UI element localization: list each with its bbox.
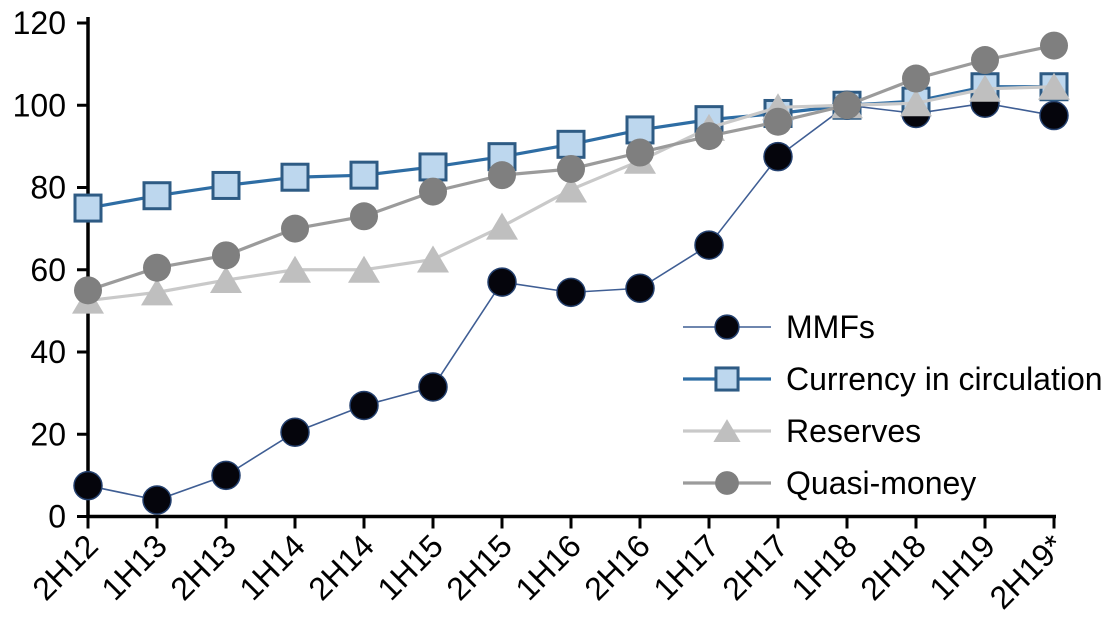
data-point-marker-circle <box>419 177 447 206</box>
data-point-marker-circle <box>625 273 655 304</box>
y-tick-label: 80 <box>30 170 66 206</box>
data-point-marker-circle <box>142 485 172 515</box>
series-markers <box>74 31 1068 305</box>
data-point-marker-circle <box>211 460 241 491</box>
data-point-marker-circle <box>73 470 103 501</box>
x-tick-label: 1H15 <box>370 527 450 607</box>
data-point-marker-square <box>142 181 172 211</box>
x-tick-label: 1H18 <box>784 527 864 607</box>
legend-label: Quasi-money <box>786 465 976 501</box>
x-tick-label: 2H12 <box>25 527 105 607</box>
legend-item: Quasi-money <box>683 465 976 501</box>
data-point-marker-circle <box>763 141 793 172</box>
x-tick-label: 2H14 <box>301 527 381 607</box>
data-point-marker-square <box>714 366 740 392</box>
x-tick-label: 1H16 <box>508 527 588 607</box>
data-point-marker-circle <box>488 161 516 190</box>
data-point-marker-circle <box>487 267 517 297</box>
data-point-marker-circle <box>212 241 240 270</box>
data-point-marker-circle <box>350 202 378 231</box>
data-point-marker-circle <box>833 91 861 120</box>
x-tick-label: 2H18 <box>853 527 933 607</box>
data-point-marker-circle <box>902 64 930 93</box>
y-axis-ticks <box>77 21 88 518</box>
legend-label: MMFs <box>786 309 875 345</box>
x-tick-label: 2H13 <box>163 527 243 607</box>
data-point-marker-circle <box>1039 100 1069 131</box>
x-tick-label: 2H17 <box>715 527 795 607</box>
y-tick-label: 20 <box>30 416 66 452</box>
legend-item: MMFs <box>683 309 875 345</box>
data-point-marker-triangle <box>210 266 242 294</box>
legend-label: Reserves <box>786 413 921 449</box>
data-point-marker-circle <box>714 314 740 340</box>
data-point-marker-square <box>418 152 448 182</box>
legend-item: Reserves <box>683 413 921 449</box>
data-point-marker-circle <box>557 154 585 183</box>
legend: MMFs Currency in circulation Reserves Quasi… <box>683 309 1103 501</box>
y-axis-labels: 0 20 40 60 80 100 120 <box>13 5 66 535</box>
data-point-marker-triangle <box>348 255 380 283</box>
data-point-marker-circle <box>556 277 586 308</box>
y-tick-label: 100 <box>13 87 66 123</box>
data-point-marker-circle <box>143 253 171 282</box>
data-point-marker-triangle <box>486 212 518 240</box>
x-tick-label: 1H14 <box>232 527 312 607</box>
data-point-marker-circle <box>626 138 654 167</box>
data-point-marker-circle <box>764 107 792 136</box>
data-point-marker-square <box>280 162 310 192</box>
data-point-marker-triangle <box>900 89 932 117</box>
y-tick-label: 0 <box>48 499 66 535</box>
y-tick-label: 40 <box>30 334 66 370</box>
data-point-marker-circle <box>695 122 723 151</box>
data-point-marker-circle <box>971 46 999 75</box>
legend-label: Currency in circulation <box>786 361 1103 397</box>
data-point-marker-circle <box>418 372 448 402</box>
y-tick-label: 60 <box>30 252 66 288</box>
x-axis-labels: 2H121H132H131H142H141H152H151H162H161H17… <box>25 527 1071 615</box>
x-tick-label: 1H17 <box>646 527 726 607</box>
data-point-marker-triangle <box>279 255 311 283</box>
data-point-marker-circle <box>280 417 310 447</box>
x-tick-label: 2H19* <box>983 527 1071 615</box>
data-point-marker-square <box>211 170 241 200</box>
series-quasi-money <box>74 31 1068 305</box>
data-point-marker-triangle <box>713 419 741 443</box>
data-point-marker-circle <box>1040 31 1068 60</box>
data-point-marker-circle <box>694 230 724 260</box>
legend-item: Currency in circulation <box>683 361 1103 397</box>
data-point-marker-triangle <box>969 74 1001 102</box>
x-tick-label: 1H13 <box>94 527 174 607</box>
data-point-marker-square <box>349 160 379 190</box>
y-tick-label: 120 <box>13 5 66 41</box>
data-point-marker-square <box>556 129 586 159</box>
x-tick-label: 2H16 <box>577 527 657 607</box>
data-point-marker-triangle <box>141 278 173 306</box>
data-point-marker-triangle <box>555 175 587 203</box>
data-point-marker-square <box>73 193 103 223</box>
x-tick-label: 2H15 <box>439 527 519 607</box>
data-point-marker-triangle <box>417 245 449 273</box>
data-point-marker-circle <box>715 471 739 495</box>
data-point-marker-circle <box>349 390 379 421</box>
data-point-marker-triangle <box>1038 72 1070 100</box>
data-point-marker-circle <box>74 276 102 305</box>
x-axis-ticks <box>86 516 1056 529</box>
data-point-marker-circle <box>281 214 309 243</box>
